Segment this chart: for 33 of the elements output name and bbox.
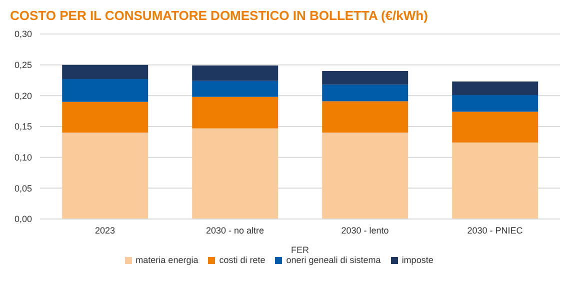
bar — [62, 64, 148, 80]
bar — [322, 101, 408, 133]
bar — [62, 132, 148, 219]
bar — [452, 112, 538, 143]
bar — [192, 65, 278, 81]
x-tick-label: 2030 - lento — [341, 225, 389, 236]
bar — [322, 132, 408, 219]
y-tick-label: 0,30 — [14, 29, 32, 40]
bar — [452, 81, 538, 96]
bar — [192, 80, 278, 97]
x-tick-label: 2030 - no altre — [206, 225, 264, 236]
y-tick-label: 0,20 — [14, 90, 32, 101]
x-tick-label: 2030 - PNIEC — [467, 225, 524, 236]
y-tick-label: 0,05 — [14, 183, 32, 194]
bar — [322, 71, 408, 85]
legend-label: costi di rete — [219, 255, 266, 265]
bar — [192, 96, 278, 128]
bar — [62, 79, 148, 102]
legend-label: oneri geneali di sistema — [286, 255, 381, 265]
x-axis-title: FER — [291, 245, 310, 255]
x-tick-label: 2023 — [94, 225, 116, 236]
legend-label: imposte — [402, 255, 434, 265]
bar — [62, 102, 148, 133]
legend-label: materia energia — [136, 255, 198, 265]
y-tick-label: 0,15 — [14, 122, 32, 132]
bar — [452, 142, 538, 219]
y-tick-label: 0,10 — [14, 152, 32, 163]
bar — [192, 128, 278, 219]
bar — [452, 95, 538, 112]
y-tick-label: 0,25 — [14, 60, 32, 70]
bar — [322, 84, 408, 102]
chart-title: COSTO PER IL CONSUMATORE DOMESTICO IN BOLLETTA (€/kWh) — [10, 8, 429, 25]
y-tick-label: 0,00 — [14, 214, 32, 224]
